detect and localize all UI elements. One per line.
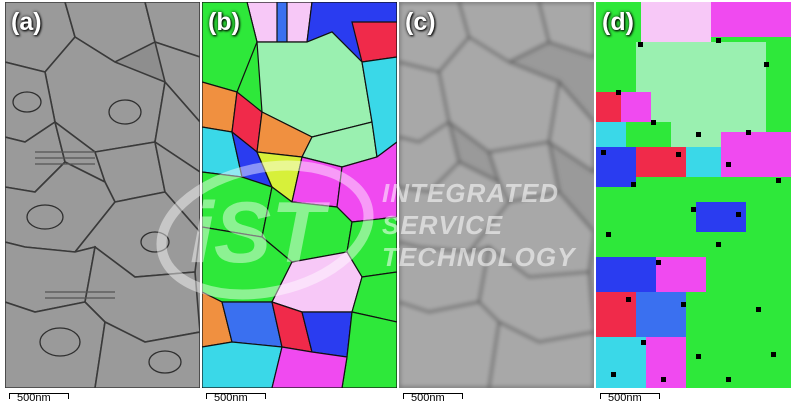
scale-bar-d: 500nm (596, 390, 791, 410)
panel-label: (d) (602, 8, 634, 36)
scale-bar-c: 500nm (399, 390, 594, 410)
scale-bar-label: 500nm (608, 392, 642, 404)
scale-bar-label: 500nm (411, 392, 445, 404)
scale-bar-a: 500nm (5, 390, 200, 410)
sem-image-panel-c: (c) (399, 2, 594, 388)
sem-micrograph-c (399, 2, 594, 388)
ebsd-map-panel-b: (b) (202, 2, 397, 388)
scale-bar-label: 500nm (214, 392, 248, 404)
ebsd-orientation-map-b (202, 2, 397, 388)
ebsd-map-panel-d: (d) (596, 2, 791, 388)
scale-bar-label: 500nm (17, 392, 51, 404)
panel-label: (a) (11, 8, 42, 36)
sem-micrograph-a (5, 2, 200, 388)
scale-bar-b: 500nm (202, 390, 397, 410)
sem-image-panel-a: (a) (5, 2, 200, 388)
ebsd-orientation-map-d (596, 2, 791, 388)
panel-label: (c) (405, 8, 436, 36)
panel-label: (b) (208, 8, 240, 36)
